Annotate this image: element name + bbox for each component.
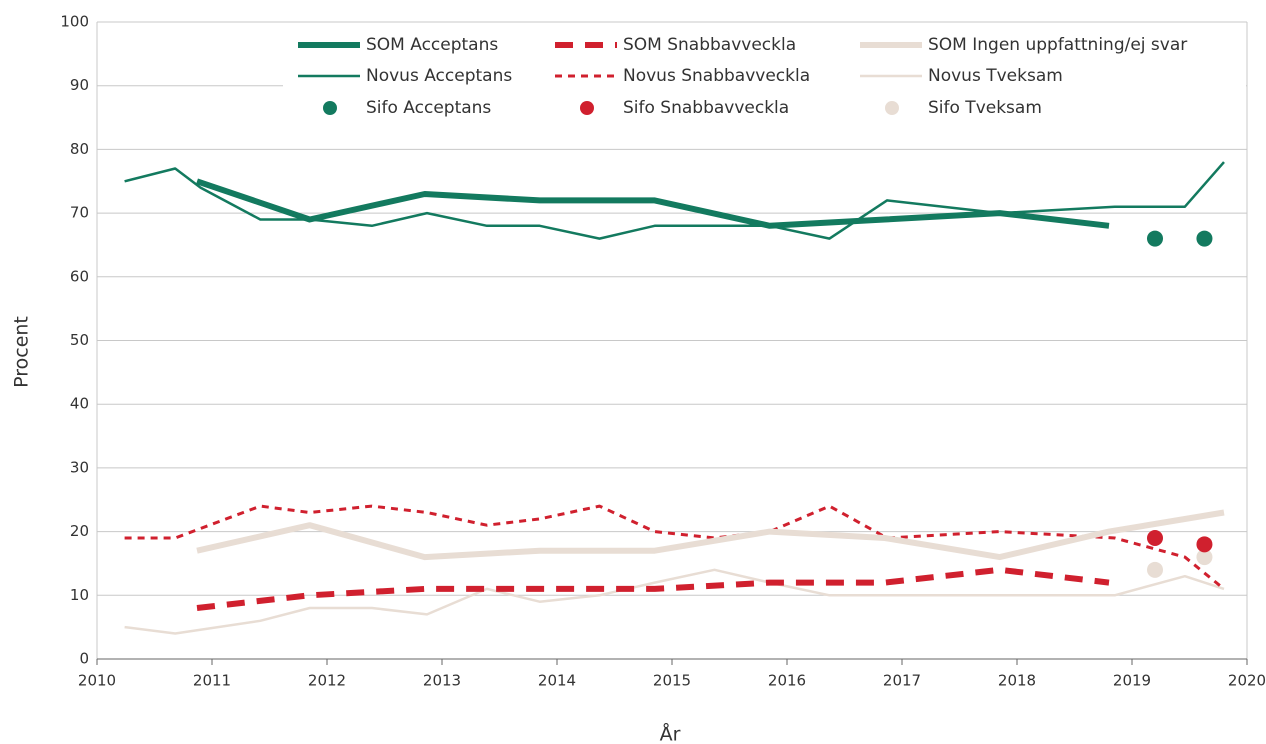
data-point — [1147, 230, 1163, 247]
y-tick-label: 80 — [70, 140, 89, 158]
x-tick-label: 2013 — [423, 672, 461, 690]
data-line — [196, 509, 1225, 561]
legend-marker — [885, 101, 899, 115]
x-tick-label: 2014 — [538, 672, 576, 690]
legend-marker — [580, 101, 594, 115]
x-axis-title: År — [660, 723, 681, 744]
x-tick-label: 2017 — [883, 672, 921, 690]
data-line — [124, 161, 1225, 240]
data-point — [1196, 536, 1213, 553]
legend-label: Sifo Snabbavveckla — [623, 98, 789, 118]
data-line — [124, 568, 1225, 635]
y-tick-label: 90 — [70, 76, 89, 94]
data-point — [1147, 561, 1163, 578]
x-tick-label: 2010 — [78, 672, 116, 690]
legend-label: Novus Tveksam — [928, 66, 1063, 86]
data-line — [124, 504, 1225, 591]
y-tick-label: 60 — [70, 267, 89, 285]
data-point — [1147, 529, 1163, 546]
legend-label: Novus Acceptans — [366, 66, 512, 86]
legend-label: SOM Snabbavveckla — [623, 35, 796, 55]
x-tick-label: 2019 — [1113, 672, 1151, 690]
x-tick-label: 2020 — [1228, 672, 1266, 690]
data-line — [196, 178, 1110, 229]
y-tick-label: 40 — [70, 395, 89, 413]
y-tick-label: 10 — [70, 586, 89, 604]
x-tick-label: 2011 — [193, 672, 231, 690]
legend-label: SOM Acceptans — [366, 35, 498, 55]
data-point — [1196, 549, 1213, 566]
x-tick-label: 2015 — [653, 672, 691, 690]
legend-label: Novus Snabbavveckla — [623, 66, 810, 86]
data-point — [1196, 230, 1213, 247]
legend-label: SOM Ingen uppfattning/ej svar — [928, 35, 1187, 55]
x-tick-label: 2018 — [998, 672, 1036, 690]
legend-box — [283, 28, 1246, 125]
y-tick-label: 30 — [70, 458, 89, 476]
y-tick-label: 20 — [70, 522, 89, 540]
legend-label: Sifo Acceptans — [366, 98, 491, 118]
y-axis-title: Procent — [11, 316, 33, 388]
y-tick-label: 100 — [60, 13, 89, 31]
x-tick-label: 2012 — [308, 672, 346, 690]
y-tick-label: 0 — [79, 650, 89, 668]
data-line — [196, 566, 1110, 611]
y-tick-label: 70 — [70, 204, 89, 222]
y-tick-label: 50 — [70, 331, 89, 349]
legend-label: Sifo Tveksam — [928, 98, 1042, 118]
legend-marker — [323, 101, 337, 115]
x-tick-label: 2016 — [768, 672, 806, 690]
